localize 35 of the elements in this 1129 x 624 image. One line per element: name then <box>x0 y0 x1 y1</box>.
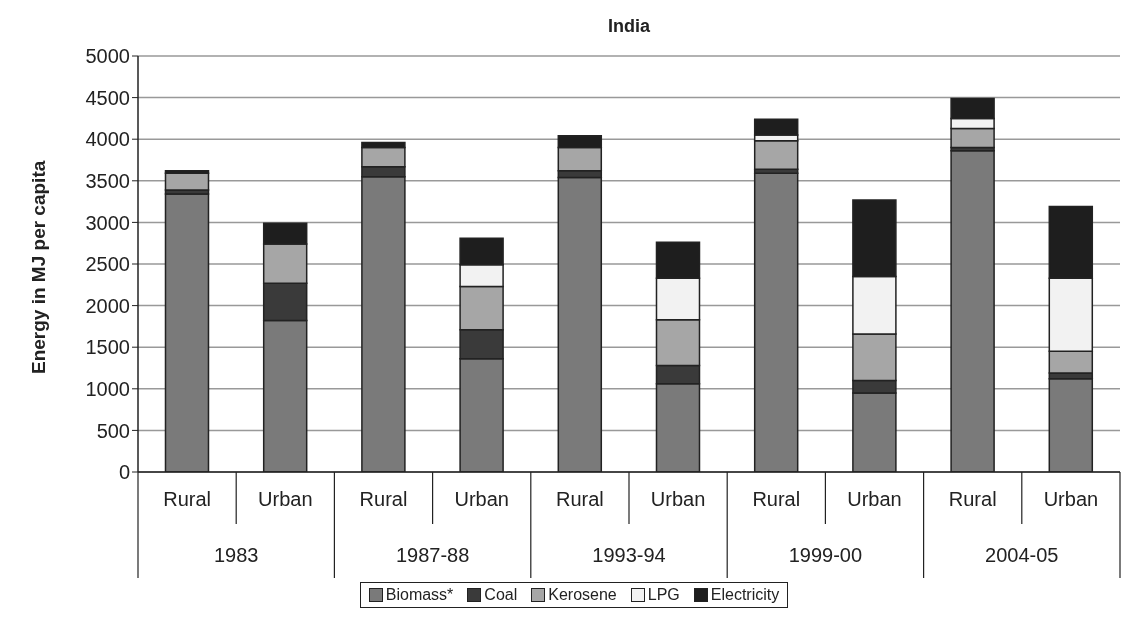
y-tick-label: 4500 <box>85 86 130 109</box>
x-tick-label: Urban <box>1043 488 1099 510</box>
x-tick-label: Rural <box>752 488 801 510</box>
x-tick-label: Urban <box>258 488 313 510</box>
x-tick-label: Urban <box>847 488 902 510</box>
y-axis-title: Energy in MJ per capita <box>27 160 49 374</box>
text: 1983 <box>213 544 259 566</box>
y-tick-label: 1500 <box>85 336 130 359</box>
y-tick-label: 3000 <box>85 211 130 234</box>
text: 2004-05 <box>985 544 1059 566</box>
chart-title: India <box>607 16 651 37</box>
y-tick-label: 2000 <box>85 294 130 317</box>
x-tick-label: Urban <box>650 488 706 510</box>
x-tick-label: Rural <box>948 488 997 510</box>
legend-label: Coal <box>483 586 518 604</box>
y-tick-label: 0 <box>118 461 130 484</box>
y-tick-label: 5000 <box>85 45 130 68</box>
text: 1999-00 <box>788 544 863 566</box>
x-tick-label: Rural <box>163 488 211 510</box>
legend-label: Kerosene <box>547 586 617 604</box>
bar <box>753 140 799 170</box>
bar <box>164 172 210 191</box>
x-tick-label: Rural <box>556 488 604 510</box>
y-tick-label: 3500 <box>85 169 130 192</box>
y-tick-label: 4000 <box>85 128 130 151</box>
legend-label: Electricity <box>709 586 780 604</box>
legend-label: Biomass* <box>384 586 454 604</box>
legend-label: LPG <box>646 586 680 604</box>
text: 1987-88 <box>395 544 470 566</box>
y-tick-label: 500 <box>96 419 130 442</box>
y-tick-label: 1000 <box>85 377 130 400</box>
x-tick-label: Rural <box>359 488 408 510</box>
text: 1993-94 <box>592 544 666 566</box>
y-tick-label: 2500 <box>85 253 130 276</box>
x-tick-label: Urban <box>454 488 509 510</box>
